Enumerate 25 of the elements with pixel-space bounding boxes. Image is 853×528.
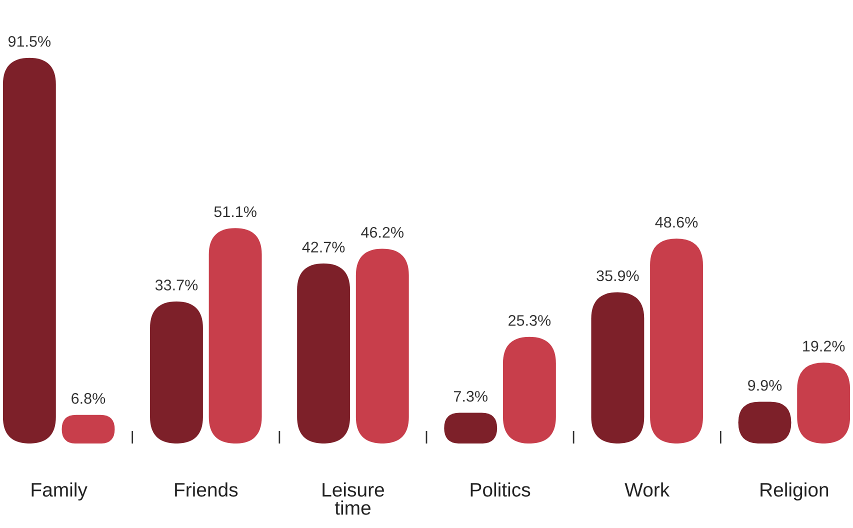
data-label: 19.2%	[803, 340, 845, 352]
data-label: 48.6%	[655, 216, 698, 228]
bar	[150, 301, 203, 444]
x-tick-label: Friends	[175, 482, 238, 497]
x-tick-label: Family	[32, 482, 88, 501]
data-label: 91.5%	[8, 36, 51, 47]
bar	[297, 264, 350, 444]
bar	[650, 238, 703, 444]
bar	[208, 228, 262, 444]
data-label: 42.7%	[302, 242, 345, 252]
x-tick-label: Work	[624, 482, 670, 497]
data-label: 35.9%	[596, 270, 639, 282]
bar	[591, 292, 644, 444]
data-label: 51.1%	[214, 206, 256, 218]
data-label: 25.3%	[508, 315, 551, 326]
x-tick-label: Leisure time	[322, 482, 384, 515]
x-tick-label: Politics	[470, 482, 530, 497]
data-label: 6.8%	[72, 393, 106, 404]
data-label: 33.7%	[155, 280, 198, 290]
data-label: 7.3%	[454, 390, 488, 402]
data-label: 46.2%	[361, 226, 404, 238]
data-label: 9.9%	[748, 380, 782, 391]
bar	[2, 58, 56, 444]
bar	[356, 248, 409, 444]
x-tick-label: Religion	[760, 482, 828, 501]
